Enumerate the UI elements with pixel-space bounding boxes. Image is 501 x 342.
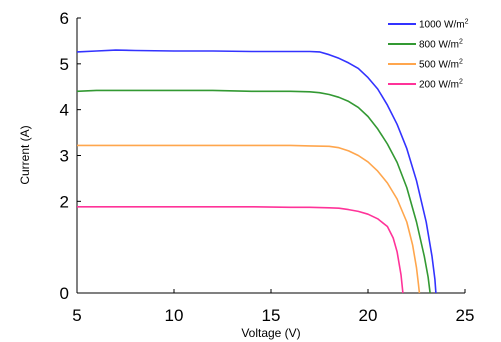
legend: 1000 W/m2 800 W/m2 500 W/m2 200 W/m2 — [388, 19, 469, 91]
x-axis-ticks: 5 10 15 20 25 — [72, 289, 474, 325]
y-axis-title: Current (A) — [18, 125, 32, 184]
legend-label: 1000 W/m2 — [419, 19, 469, 31]
x-tick-label: 10 — [165, 306, 184, 325]
legend-label-superscript: 2 — [465, 19, 469, 26]
legend-label-superscript: 2 — [459, 59, 463, 66]
series-line-1000-w-m2 — [76, 49, 437, 294]
x-tick-label: 20 — [359, 306, 378, 325]
x-tick-label: 15 — [262, 306, 281, 325]
y-tick-label: 2 — [60, 192, 69, 211]
plot-area: 0 2 3 4 5 6 5 10 15 20 25 — [60, 9, 475, 325]
y-tick-label: 4 — [60, 101, 69, 120]
x-tick-label: 5 — [72, 306, 81, 325]
legend-label: 800 W/m2 — [419, 39, 463, 51]
x-axis-title: Voltage (V) — [241, 326, 300, 340]
series-line-200-w-m2 — [77, 206, 404, 294]
series-line-500-w-m2 — [77, 144, 421, 294]
series-line-800-w-m2 — [76, 89, 431, 294]
y-tick-label: 0 — [60, 284, 69, 303]
series-group — [76, 49, 437, 294]
x-tick-label: 25 — [456, 306, 475, 325]
legend-label-superscript: 2 — [459, 39, 463, 46]
y-tick-label: 3 — [60, 147, 69, 166]
legend-label: 200 W/m2 — [419, 79, 463, 91]
legend-label-superscript: 2 — [459, 79, 463, 86]
y-axis-ticks: 0 2 3 4 5 6 — [60, 9, 81, 303]
y-tick-label: 6 — [60, 9, 69, 28]
legend-label: 500 W/m2 — [419, 59, 463, 71]
y-tick-label: 5 — [60, 55, 69, 74]
